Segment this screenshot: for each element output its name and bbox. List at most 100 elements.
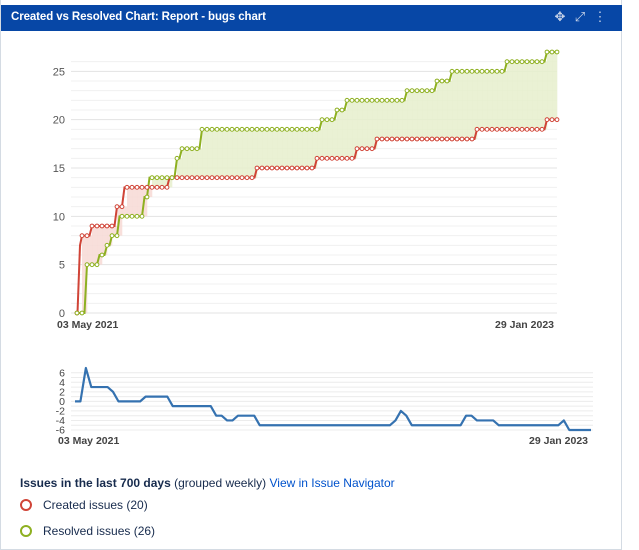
resolved-point	[194, 146, 200, 152]
created-point	[139, 184, 145, 190]
created-point	[244, 175, 250, 181]
created-point	[414, 136, 420, 142]
gap-fill	[362, 100, 368, 149]
gap-fill	[317, 129, 323, 159]
created-point	[119, 204, 125, 210]
resolved-point	[554, 49, 560, 55]
resolved-point	[119, 213, 125, 219]
gap-fill	[387, 100, 393, 139]
gap-fill	[402, 100, 408, 139]
gap-fill	[427, 90, 433, 139]
created-point	[399, 136, 405, 142]
resolved-point	[209, 126, 215, 132]
legend-created-label: Created issues (20)	[43, 498, 148, 512]
legend-item-created: Created issues (20)	[20, 498, 148, 512]
resolved-point	[239, 126, 245, 132]
resolved-point	[484, 68, 490, 74]
created-point	[149, 184, 155, 190]
resolved-point	[379, 97, 385, 103]
resolved-point	[549, 49, 555, 55]
resolved-point	[274, 126, 280, 132]
resolved-point	[459, 68, 465, 74]
gap-fill	[192, 148, 198, 178]
gap-fill	[407, 90, 413, 139]
resolved-point	[104, 242, 110, 248]
resolved-point	[114, 233, 120, 239]
resolved-point	[359, 97, 365, 103]
resolved-point	[489, 68, 495, 74]
created-point	[474, 126, 480, 132]
created-point	[259, 165, 265, 171]
y-tick-label: 15	[53, 163, 65, 175]
created-point	[294, 165, 300, 171]
gap-fill	[252, 129, 258, 178]
gap-fill	[207, 129, 213, 178]
created-point	[364, 146, 370, 152]
resolved-point	[419, 88, 425, 94]
gap-fill	[212, 129, 218, 178]
resolved-point	[449, 68, 455, 74]
expand-icon[interactable]: ⤢	[574, 9, 586, 24]
created-point	[79, 233, 85, 239]
y-tick-label: 10	[53, 211, 65, 223]
resolved-marker-icon	[20, 525, 32, 537]
resolved-point	[499, 68, 505, 74]
more-vertical-icon[interactable]: ⋮	[593, 9, 607, 24]
chart-gadget: Created vs Resolved Chart: Report - bugs…	[0, 0, 622, 550]
gap-fill	[197, 148, 203, 178]
created-point	[409, 136, 415, 142]
gap-fill	[282, 129, 288, 168]
resolved-point	[424, 88, 430, 94]
created-point	[309, 165, 315, 171]
resolved-point	[129, 213, 135, 219]
created-point	[334, 155, 340, 161]
resolved-point	[454, 68, 460, 74]
resolved-point	[279, 126, 285, 132]
gap-fill	[357, 100, 363, 149]
legend-heading: Issues in the last 700 days	[20, 476, 171, 490]
gap-fill	[187, 148, 193, 178]
created-point	[199, 175, 205, 181]
y-tick-label: 25	[53, 66, 65, 78]
created-point	[374, 136, 380, 142]
legend-resolved-label: Resolved issues (26)	[43, 524, 156, 538]
resolved-point	[264, 126, 270, 132]
gap-fill	[367, 100, 373, 149]
resolved-point	[184, 146, 190, 152]
gap-fill	[102, 226, 108, 255]
gap-fill	[467, 71, 473, 139]
move-icon[interactable]: ✥	[554, 9, 566, 24]
created-point	[329, 155, 335, 161]
gap-fill	[522, 61, 528, 130]
created-point	[264, 165, 270, 171]
created-point	[529, 126, 535, 132]
resolved-point	[144, 194, 150, 200]
resolved-point	[169, 175, 175, 181]
created-point	[509, 126, 515, 132]
resolved-point	[294, 126, 300, 132]
resolved-point	[414, 88, 420, 94]
resolved-point	[369, 97, 375, 103]
resolved-point	[244, 126, 250, 132]
resolved-point	[394, 97, 400, 103]
created-point	[89, 223, 95, 229]
resolved-point	[384, 97, 390, 103]
issue-navigator-link[interactable]: View in Issue Navigator	[269, 476, 395, 490]
created-point	[154, 184, 160, 190]
x-tick-label: 03 May 2021	[58, 435, 119, 447]
resolved-point	[299, 126, 305, 132]
created-point	[404, 136, 410, 142]
gap-fill	[157, 177, 163, 188]
gap-fill	[332, 119, 338, 159]
resolved-point	[374, 97, 380, 103]
created-point	[184, 175, 190, 181]
created-point	[109, 223, 115, 229]
resolved-point	[179, 146, 185, 152]
resolved-point	[524, 59, 530, 65]
created-point	[84, 233, 90, 239]
created-point	[229, 175, 235, 181]
resolved-point	[99, 252, 105, 258]
resolved-point	[479, 68, 485, 74]
gap-fill	[492, 71, 498, 130]
